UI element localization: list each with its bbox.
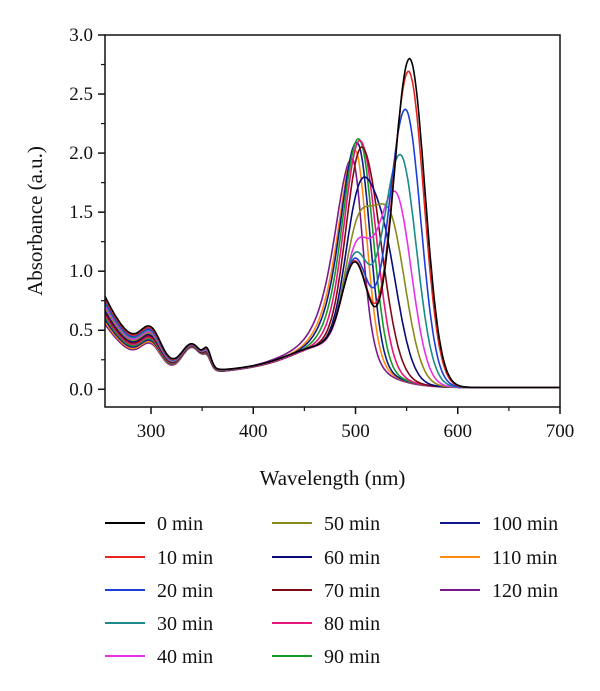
y-tick-label: 3.0 xyxy=(69,25,93,46)
legend-label: 70 min xyxy=(324,580,380,602)
legend-label: 100 min xyxy=(492,513,558,535)
legend-label: 110 min xyxy=(492,547,557,569)
y-tick-label: 2.0 xyxy=(69,143,93,164)
y-axis-ticks: 0.0 0.5 1.0 1.5 2.0 2.5 3.0 xyxy=(69,25,105,400)
legend: 0 min 10 min 20 min 30 min 40 min 50 min 60 mi… xyxy=(105,513,558,668)
legend-label: 40 min xyxy=(157,646,213,668)
plot-frame xyxy=(104,34,561,408)
legend-label: 60 min xyxy=(324,547,380,569)
series-line xyxy=(104,70,560,389)
legend-label: 20 min xyxy=(157,580,213,602)
series-line xyxy=(104,149,560,389)
y-axis-label: Absorbance (a.u.) xyxy=(23,146,47,296)
legend-label: 50 min xyxy=(324,513,380,535)
x-tick-label: 300 xyxy=(137,421,166,442)
y-tick-label: 0.5 xyxy=(69,320,93,341)
legend-label: 90 min xyxy=(324,646,380,668)
x-tick-label: 600 xyxy=(444,421,473,442)
x-tick-label: 700 xyxy=(546,421,575,442)
x-tick-label: 400 xyxy=(239,421,268,442)
series-line xyxy=(104,57,560,389)
legend-label: 0 min xyxy=(157,513,203,535)
legend-label: 30 min xyxy=(157,613,213,635)
x-tick-label: 500 xyxy=(341,421,370,442)
legend-label: 10 min xyxy=(157,547,213,569)
legend-label: 80 min xyxy=(324,613,380,635)
x-axis-label: Wavelength (nm) xyxy=(260,466,406,490)
y-tick-label: 1.5 xyxy=(69,202,93,223)
plot-lines xyxy=(104,57,560,389)
y-tick-label: 1.0 xyxy=(69,261,93,282)
y-tick-label: 0.0 xyxy=(69,379,93,400)
x-axis-ticks: 300 400 500 600 700 xyxy=(137,407,574,442)
y-tick-label: 2.5 xyxy=(69,84,93,105)
series-line xyxy=(104,176,560,389)
legend-label: 120 min xyxy=(492,580,558,602)
